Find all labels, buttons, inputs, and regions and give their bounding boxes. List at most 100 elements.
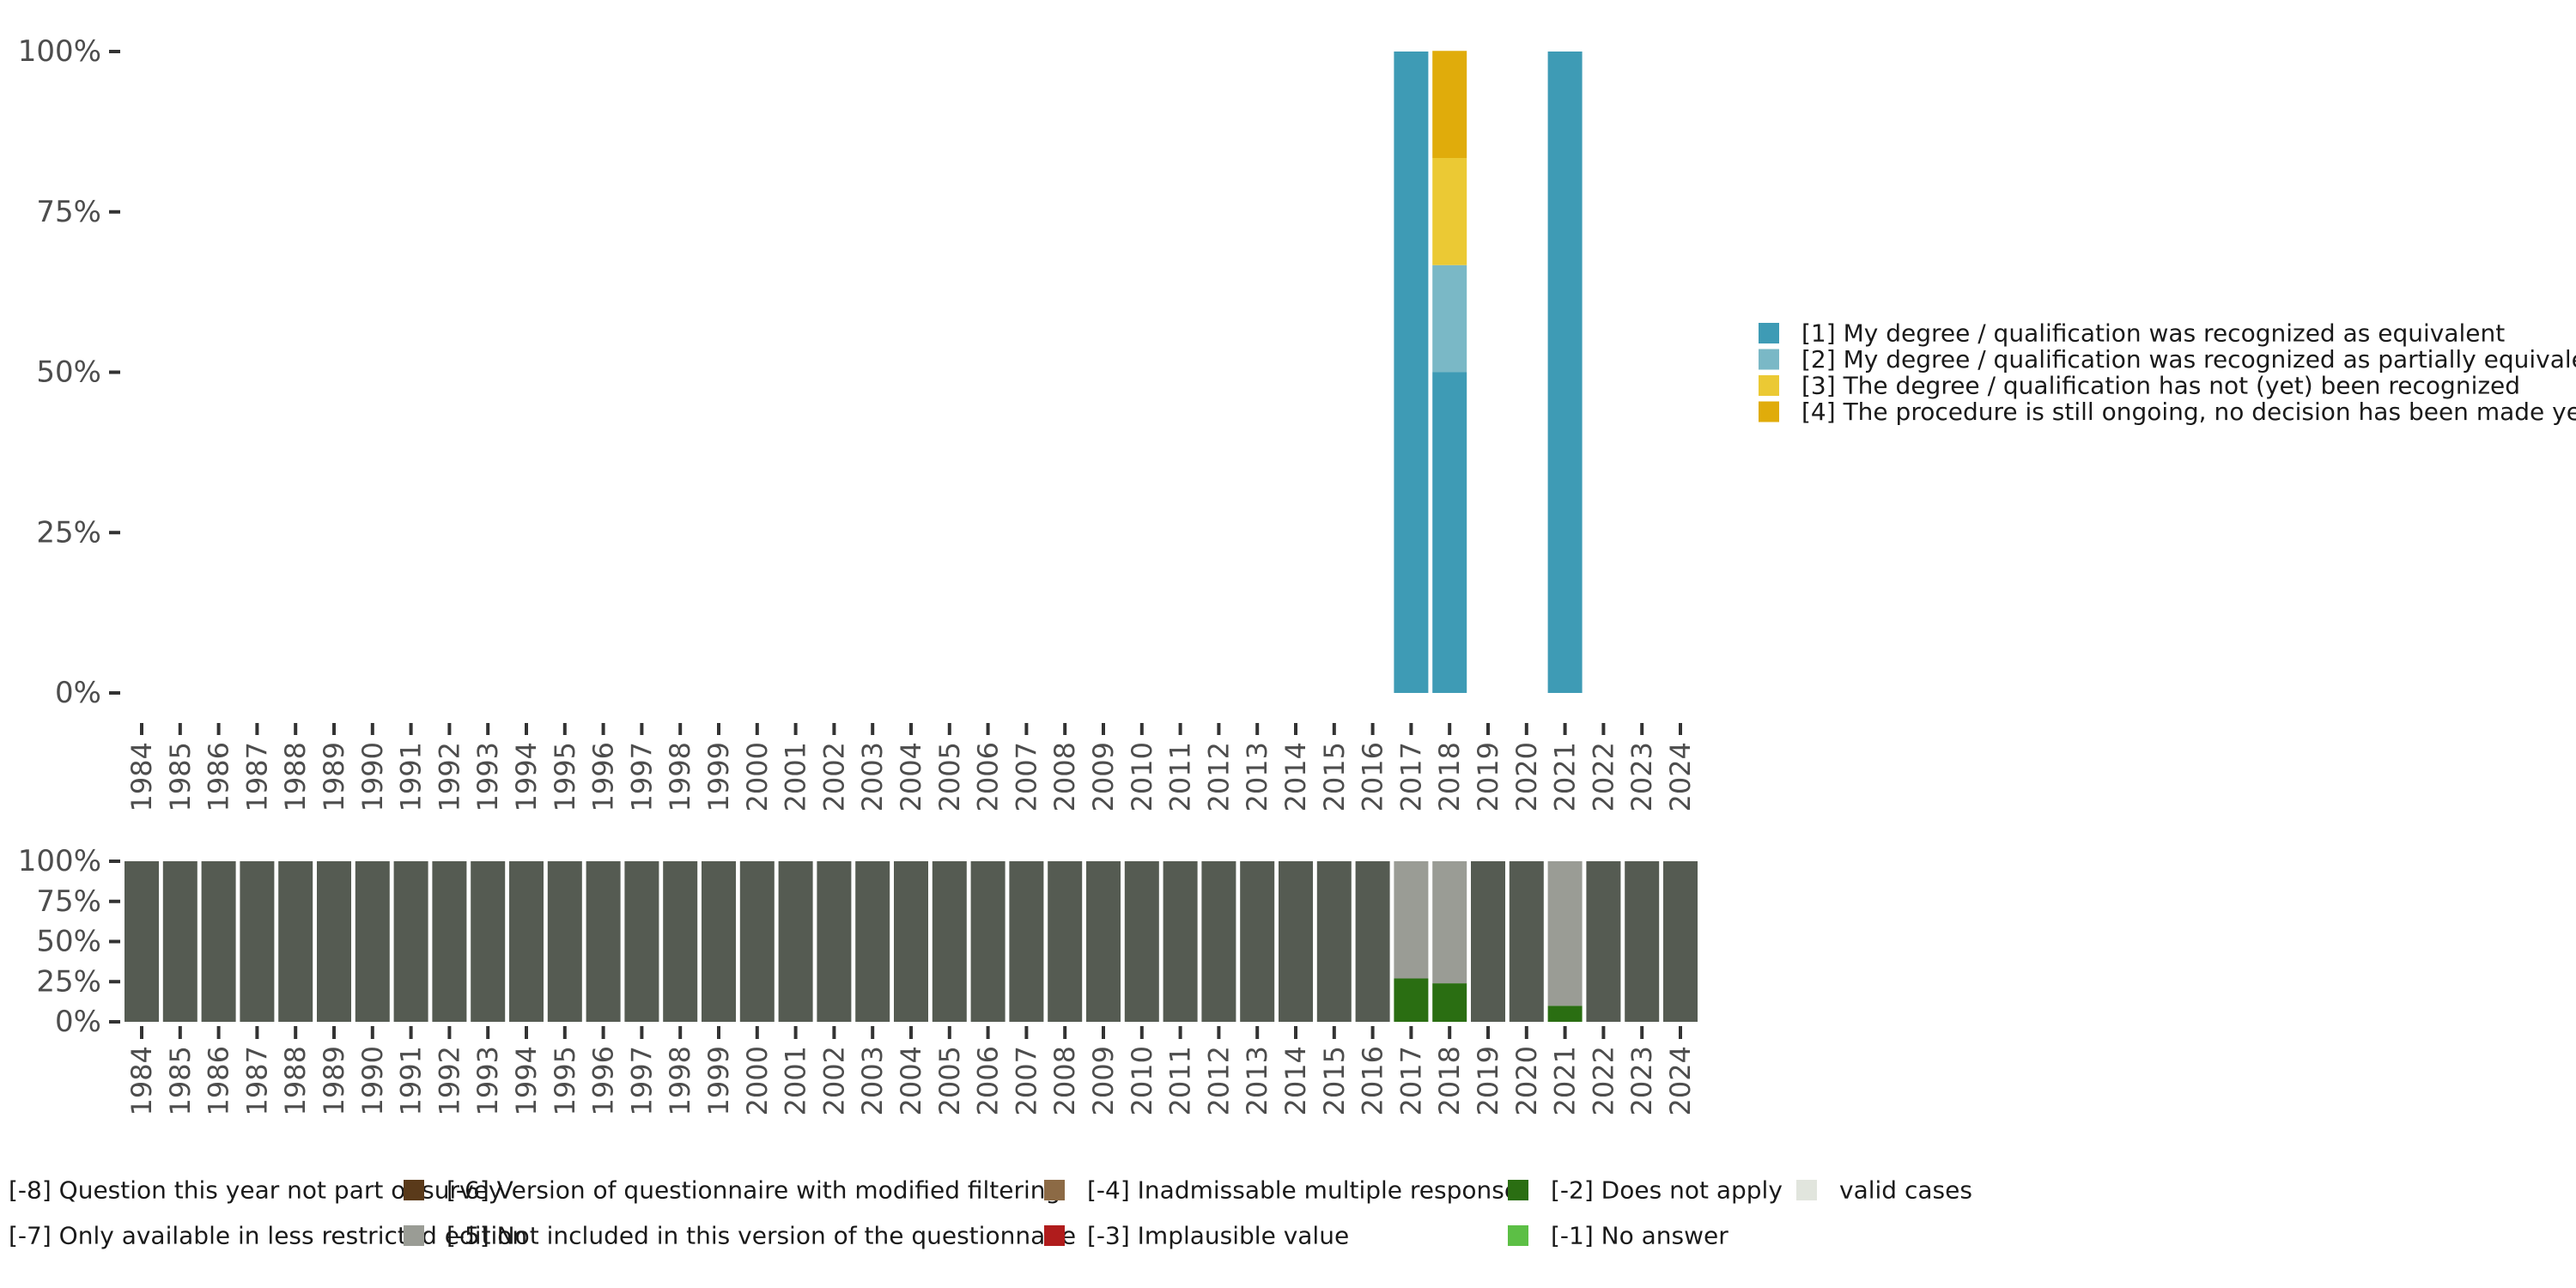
bottom-legend-label-8-question-this-year-not-part-of-survey: [-8] Question this year not part of surv… [9,1176,502,1205]
bar-bottom-2010-series-2 [1124,861,1159,1022]
top-x-tick-label-2002: 2002 [817,742,850,811]
bottom-x-tick-label-2012: 2012 [1202,1046,1235,1115]
top-x-tick-label-1996: 1996 [587,742,620,811]
bottom-x-tick-label-2014: 2014 [1279,1046,1312,1115]
bottom-x-tick-label-2022: 2022 [1587,1046,1619,1115]
top-x-tick-label-2020: 2020 [1510,742,1543,811]
bar-bottom-1991-series-2 [393,861,428,1022]
bottom-x-tick-label-2001: 2001 [780,1046,812,1115]
bottom-x-tick-label-1995: 1995 [549,1046,581,1115]
top-x-tick-label-1998: 1998 [664,742,696,811]
bar-top-2018-series-3 [1432,51,1467,158]
top-legend-swatch-2 [1759,375,1779,396]
top-x-tick-label-2000: 2000 [741,742,774,811]
bottom-x-tick-label-1991: 1991 [395,1046,428,1115]
top-x-tick-label-2018: 2018 [1433,742,1466,811]
top-x-axis: 1984 1985 1986 1987 1988 1989 1990 1991 1992 1993… [125,723,1697,811]
bottom-legend-swatch-2-does-not-apply [1508,1180,1528,1200]
top-legend-label-0: [1] My degree / qualification was recogn… [1801,319,2505,348]
top-x-tick-label-2022: 2022 [1587,742,1619,811]
bottom-x-tick-label-2023: 2023 [1625,1046,1658,1115]
top-legend-label-2: [3] The degree / qualification has not (… [1801,372,2520,400]
top-x-tick-label-2010: 2010 [1126,742,1158,811]
bar-bottom-2007-series-2 [1009,861,1044,1022]
top-x-tick-label-1987: 1987 [240,742,273,811]
top-x-tick-label-2007: 2007 [1010,742,1042,811]
top-x-tick-label-1989: 1989 [318,742,350,811]
bottom-x-tick-label-2021: 2021 [1549,1046,1582,1115]
top-x-tick-label-1997: 1997 [625,742,658,811]
bottom-x-tick-label-2008: 2008 [1048,1046,1081,1115]
top-x-tick-label-1986: 1986 [203,742,235,811]
top-x-tick-label-2006: 2006 [972,742,1005,811]
top-y-axis: 0% 25% 50% 75% 100% [18,34,120,710]
bar-bottom-1985-series-2 [162,861,197,1022]
top-x-tick-label-1991: 1991 [395,742,428,811]
bottom-x-tick-label-1984: 1984 [125,1046,158,1115]
top-y-tick-label: 25% [36,515,101,550]
bottom-x-tick-label-1988: 1988 [279,1046,312,1115]
top-x-tick-label-2003: 2003 [856,742,889,811]
top-x-tick-label-2024: 2024 [1664,742,1697,811]
bar-top-2021-series-0 [1547,52,1583,693]
bottom-x-tick-label-1989: 1989 [318,1046,350,1115]
top-x-tick-label-2017: 2017 [1394,742,1427,811]
bottom-legend-label-valid-cases: valid cases [1839,1176,1972,1205]
bar-bottom-2021-series-1 [1547,861,1583,1006]
bottom-x-tick-label-1999: 1999 [702,1046,735,1115]
top-legend-swatch-1 [1759,349,1779,370]
top-chart [1394,51,1583,693]
bottom-x-tick-label-1985: 1985 [164,1046,197,1115]
bottom-legend-label-6-version-of-questionnaire-with-modified-filtering: [-6] Version of questionnaire with modif… [447,1176,1060,1205]
top-x-tick-label-1993: 1993 [471,742,504,811]
bottom-legend-swatch-4-inadmissable-multiple-response [1044,1180,1065,1200]
bar-top-2018-series-1 [1432,264,1467,373]
bottom-x-tick-label-2017: 2017 [1394,1046,1427,1115]
bar-bottom-1988-series-2 [278,861,313,1022]
bar-bottom-1992-series-2 [432,861,467,1022]
bar-bottom-2018-series-1 [1432,861,1467,984]
bar-bottom-1989-series-2 [317,861,351,1022]
bottom-legend-label-1-no-answer: [-1] No answer [1551,1222,1728,1250]
bottom-x-tick-label-1986: 1986 [203,1046,235,1115]
bottom-x-tick-label-2003: 2003 [856,1046,889,1115]
bar-bottom-1996-series-2 [586,861,621,1022]
top-x-tick-label-1988: 1988 [279,742,312,811]
bar-bottom-2003-series-2 [855,861,890,1022]
bar-bottom-2009-series-2 [1086,861,1121,1022]
top-x-tick-label-2019: 2019 [1472,742,1504,811]
bottom-x-tick-label-2015: 2015 [1318,1046,1351,1115]
bottom-x-tick-label-2024: 2024 [1664,1046,1697,1115]
top-x-tick-label-2014: 2014 [1279,742,1312,811]
bar-bottom-2005-series-2 [932,861,967,1022]
top-x-tick-label-2008: 2008 [1048,742,1081,811]
top-x-tick-label-2005: 2005 [933,742,966,811]
top-x-tick-label-2021: 2021 [1549,742,1582,811]
bottom-y-tick-label: 75% [36,884,101,919]
top-x-tick-label-1994: 1994 [510,742,543,811]
bottom-legend-label-3-implausible-value: [-3] Implausible value [1087,1222,1349,1250]
bar-bottom-2000-series-2 [739,861,775,1022]
bar-bottom-1986-series-2 [201,861,236,1022]
bar-bottom-2012-series-2 [1201,861,1236,1022]
bottom-x-tick-label-1993: 1993 [471,1046,504,1115]
bar-bottom-2017-series-1 [1394,861,1429,979]
bar-bottom-2019-series-2 [1471,861,1505,1022]
bottom-x-tick-label-2007: 2007 [1010,1046,1042,1115]
bottom-x-tick-label-2013: 2013 [1241,1046,1273,1115]
bottom-legend-swatch-5-not-included-in-this-version-of-the-questionnaire [404,1225,424,1246]
bar-bottom-1995-series-2 [547,861,582,1022]
bottom-x-tick-label-2016: 2016 [1357,1046,1389,1115]
bottom-x-tick-label-2010: 2010 [1126,1046,1158,1115]
bottom-x-tick-label-1987: 1987 [240,1046,273,1115]
bottom-y-tick-label: 0% [55,1005,101,1039]
top-x-tick-label-2023: 2023 [1625,742,1658,811]
top-legend-swatch-3 [1759,401,1779,422]
top-x-tick-label-1992: 1992 [433,742,465,811]
bottom-x-tick-label-2000: 2000 [741,1046,774,1115]
bar-bottom-1987-series-2 [240,861,275,1022]
bottom-x-tick-label-1992: 1992 [433,1046,465,1115]
bar-bottom-2017-series-0 [1394,978,1429,1022]
bottom-x-tick-label-2004: 2004 [895,1046,927,1115]
